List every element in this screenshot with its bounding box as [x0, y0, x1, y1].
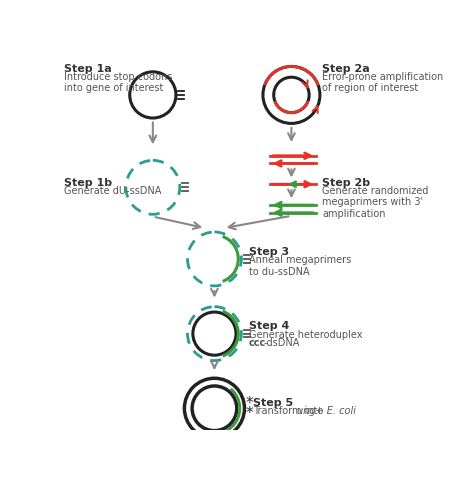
Text: Step 5: Step 5 — [253, 398, 293, 408]
Text: Step 2a: Step 2a — [322, 64, 370, 74]
Text: Generate heteroduplex: Generate heteroduplex — [249, 330, 363, 340]
Text: -dsDNA: -dsDNA — [264, 338, 300, 348]
Text: Anneal megaprimers
to du-ssDNA: Anneal megaprimers to du-ssDNA — [249, 255, 351, 277]
Text: Transform into: Transform into — [253, 406, 327, 416]
Text: Step 4: Step 4 — [249, 321, 290, 331]
Text: Step 2b: Step 2b — [322, 178, 370, 188]
Text: ung+ E. coli: ung+ E. coli — [297, 406, 356, 416]
Text: Generate randomized
megaprimers with 3'
amplification: Generate randomized megaprimers with 3' … — [322, 186, 428, 219]
Text: *: * — [246, 396, 254, 411]
Text: Step 1a: Step 1a — [64, 64, 112, 74]
Text: ccc: ccc — [249, 338, 266, 348]
Text: Step 3: Step 3 — [249, 247, 289, 256]
Text: Introduce stop codons
into gene of interest: Introduce stop codons into gene of inter… — [64, 72, 173, 93]
Text: Step 1b: Step 1b — [64, 178, 112, 188]
Text: *: * — [246, 406, 254, 421]
Text: Generate dU-ssDNA: Generate dU-ssDNA — [64, 186, 162, 196]
Text: Error-prone amplification
of region of interest: Error-prone amplification of region of i… — [322, 72, 444, 93]
